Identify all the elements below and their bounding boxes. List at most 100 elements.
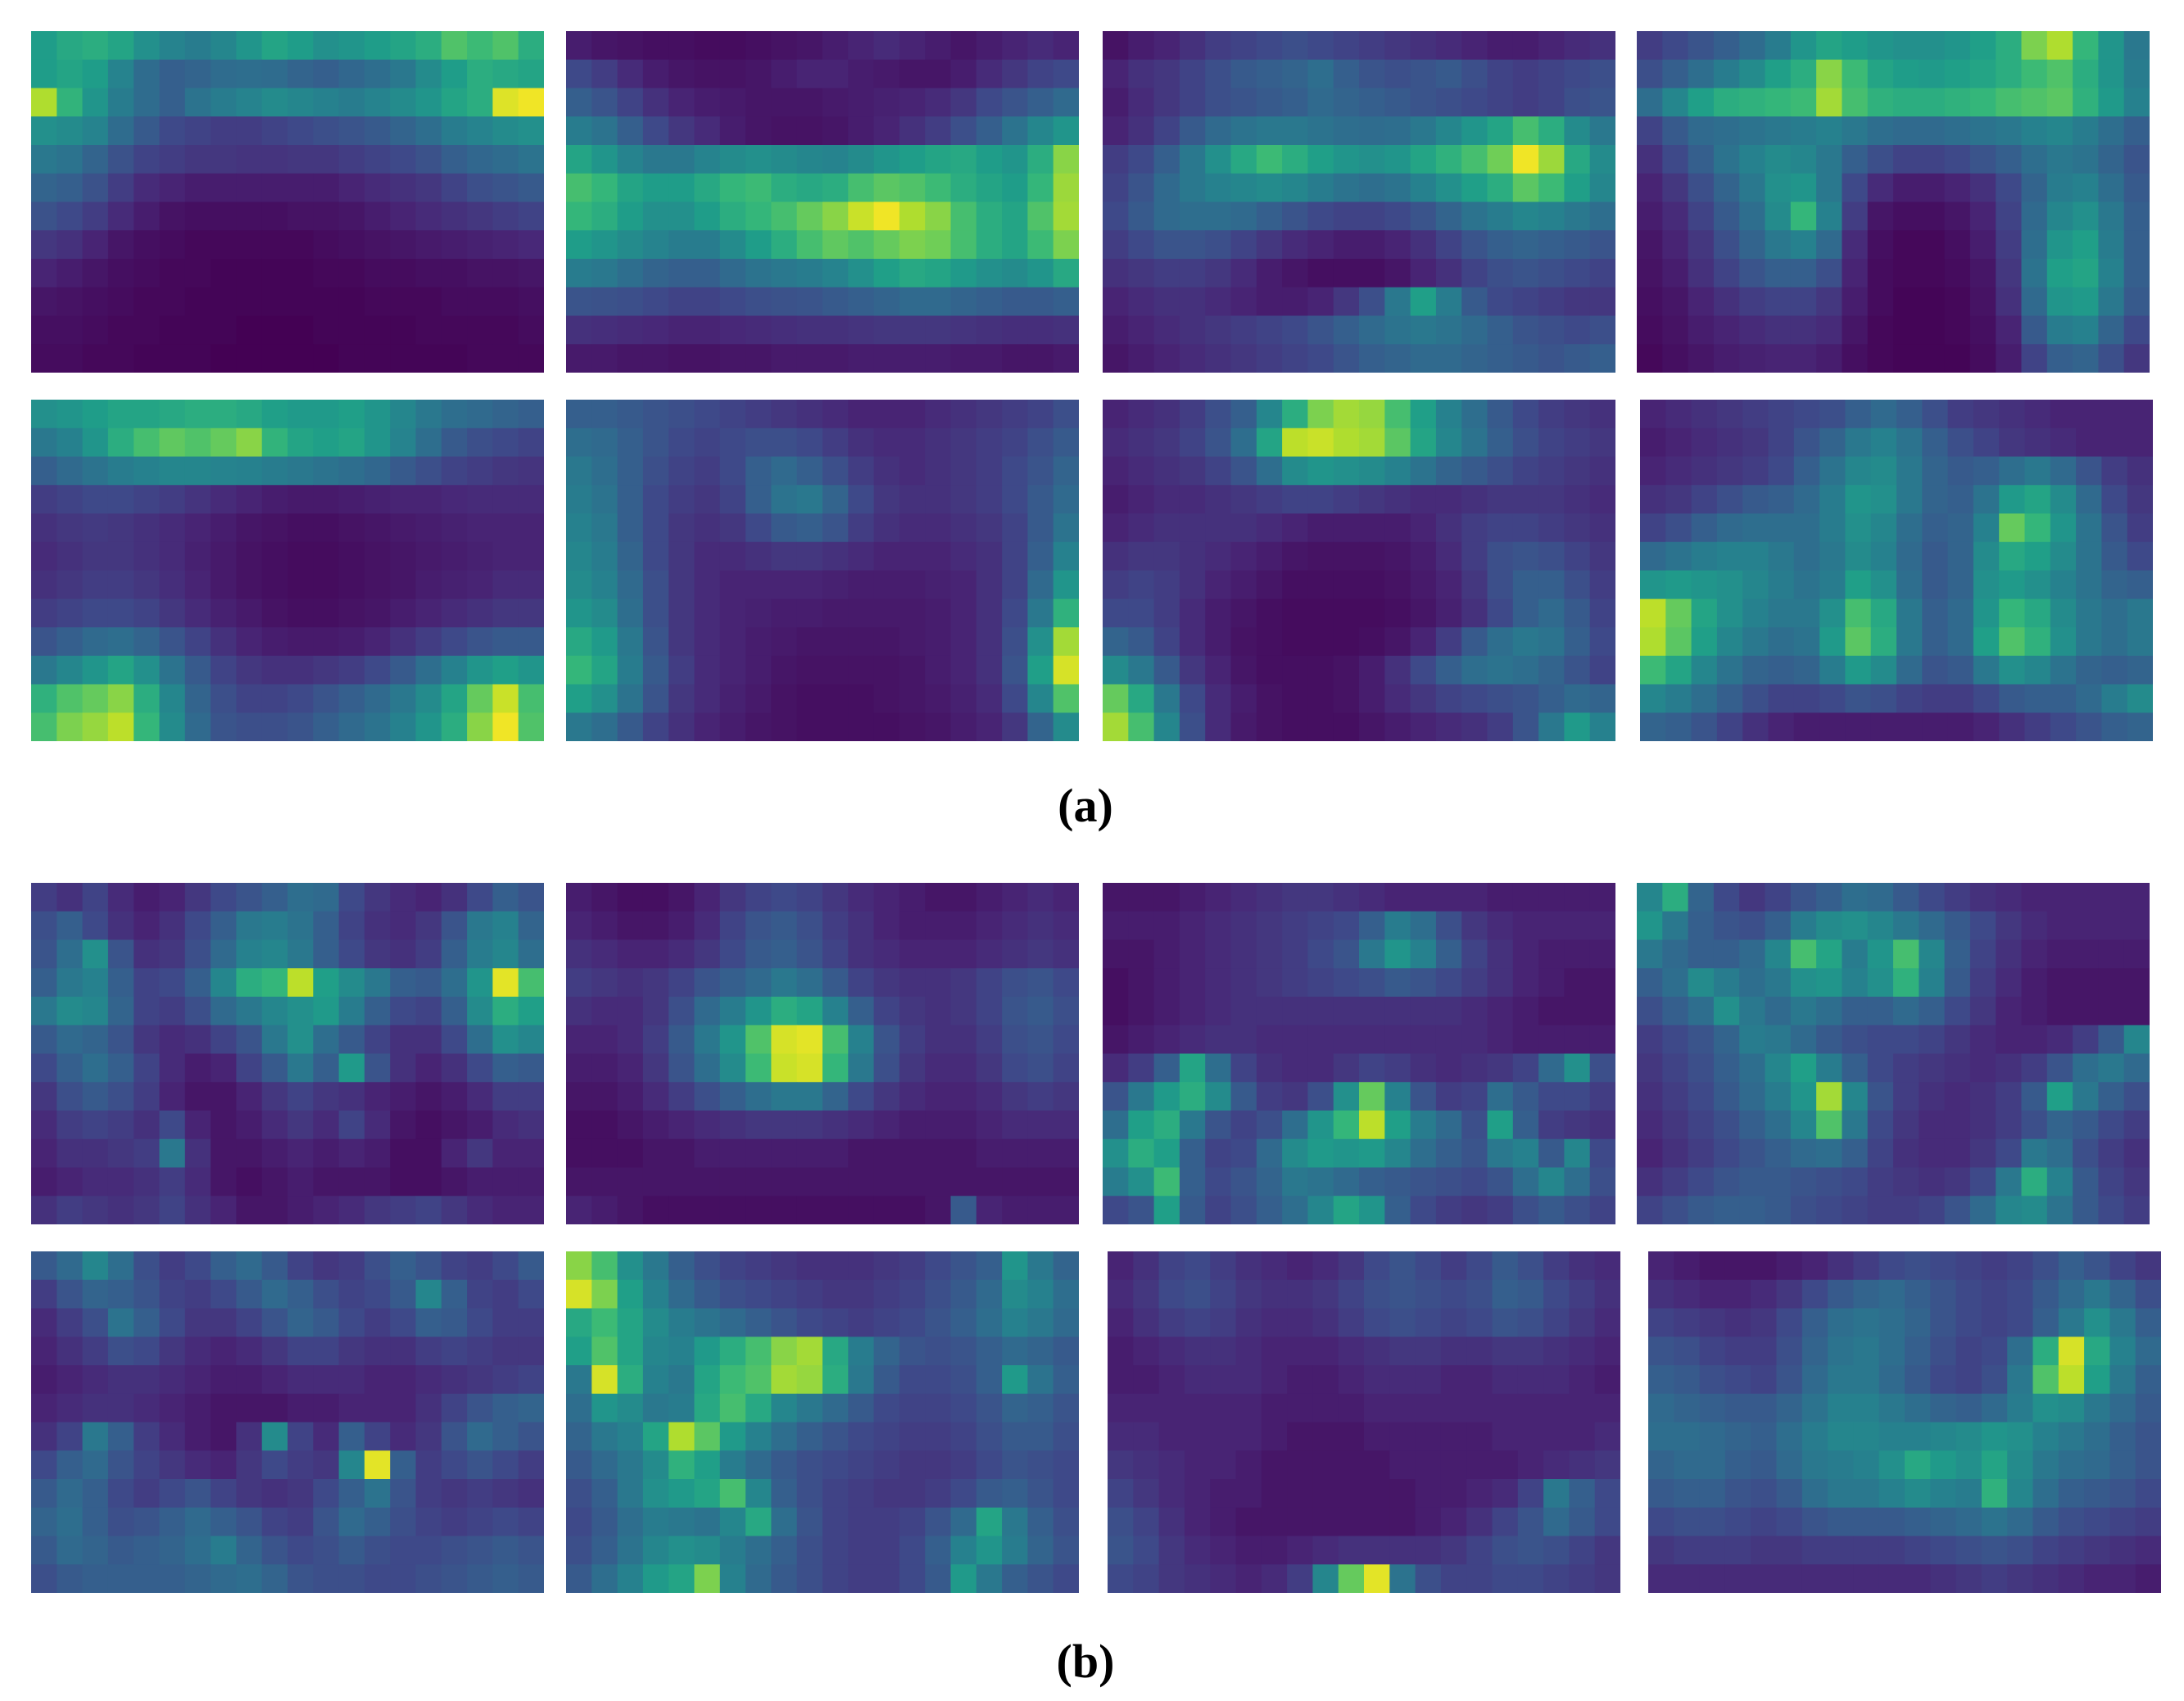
heatmap-cell — [1765, 315, 1792, 345]
heatmap-cell — [1307, 713, 1334, 741]
heatmap-cell — [415, 1111, 442, 1140]
heatmap-cell — [441, 400, 468, 429]
heatmap-cell — [1640, 513, 1666, 543]
heatmap-cell — [1487, 31, 1514, 61]
heatmap-cell — [288, 627, 314, 657]
heatmap-cell — [1538, 315, 1565, 345]
heatmap-cell — [1691, 570, 1718, 599]
heatmap-cell — [2024, 684, 2051, 713]
heatmap-cell — [1955, 1251, 1982, 1281]
heatmap-cell — [566, 485, 592, 514]
heatmap-cell — [1282, 599, 1308, 628]
heatmap-cell — [1637, 1196, 1663, 1224]
heatmap-cell — [236, 1393, 263, 1423]
heatmap-cell — [31, 116, 57, 146]
heatmap-cell — [1893, 883, 1919, 912]
heatmap-cell — [441, 456, 468, 486]
heatmap-cell — [899, 1564, 926, 1593]
heatmap-cell — [1256, 287, 1283, 317]
heatmap-cell — [1359, 315, 1385, 345]
heatmap-cell — [1751, 1308, 1778, 1337]
heatmap-cell — [1492, 1479, 1519, 1509]
heatmap-cell — [261, 883, 288, 912]
heatmap-cell — [211, 655, 237, 685]
heatmap-cell — [1333, 1138, 1360, 1169]
heatmap-cell — [1955, 1308, 1982, 1337]
heatmap-cell — [1589, 911, 1615, 941]
heatmap-cell — [518, 485, 544, 514]
heatmap-cell — [1543, 1308, 1570, 1337]
heatmap-cell — [1955, 1393, 1982, 1423]
heatmap-cell — [1870, 513, 1897, 543]
heatmap-cell — [1461, 259, 1488, 288]
heatmap-cell — [899, 1365, 926, 1395]
heatmap-cell — [2024, 599, 2051, 628]
heatmap-cell — [848, 713, 875, 741]
heatmap-cell — [1133, 1564, 1160, 1593]
heatmap-cell — [441, 88, 468, 117]
heatmap-cell — [338, 997, 365, 1026]
heatmap-cell — [1461, 59, 1488, 89]
heatmap-cell — [1564, 513, 1591, 543]
heatmap-cell — [2127, 428, 2153, 458]
heatmap-cell — [415, 201, 442, 231]
heatmap-cell — [1944, 59, 1971, 89]
heatmap-cell — [415, 400, 442, 429]
heatmap-cell — [771, 59, 798, 89]
heatmap-cell — [1816, 1111, 1842, 1140]
heatmap-cell — [1739, 911, 1766, 941]
heatmap-cell — [390, 428, 417, 458]
heatmap-cell — [31, 684, 57, 713]
heatmap-cell — [925, 997, 952, 1026]
heatmap-cell — [1819, 713, 1846, 741]
heatmap-cell — [415, 1025, 442, 1055]
heatmap-cell — [668, 1082, 696, 1111]
heatmap-cell — [415, 968, 442, 998]
heatmap-cell — [82, 513, 109, 543]
heatmap-cell — [1282, 116, 1308, 146]
heatmap-cell — [873, 485, 900, 514]
heatmap-cell — [745, 997, 772, 1026]
heatmap-cell — [1842, 116, 1869, 146]
heatmap-cell — [1999, 513, 2026, 543]
heatmap-cell — [1944, 259, 1971, 288]
heatmap-cell — [668, 997, 696, 1026]
heatmap-cell — [1969, 1053, 1996, 1083]
heatmap-cell — [1153, 116, 1180, 146]
heatmap-cell — [2046, 88, 2073, 117]
heatmap-cell — [1364, 1393, 1390, 1423]
heatmap-cell — [899, 713, 926, 741]
heatmap-cell — [745, 116, 772, 146]
heatmap-cell — [950, 456, 977, 486]
heatmap-cell — [1487, 599, 1514, 628]
heatmap-cell — [1440, 1536, 1467, 1565]
heatmap-cell — [338, 1479, 365, 1509]
heatmap-cell — [159, 456, 186, 486]
heatmap-cell — [848, 1450, 875, 1480]
heatmap-cell — [899, 1337, 926, 1366]
heatmap-cell — [1184, 1479, 1211, 1509]
heatmap-cell — [1893, 59, 1919, 89]
heatmap-cell — [1053, 1365, 1079, 1395]
heatmap-cell — [1999, 684, 2026, 713]
heatmap-cell — [1333, 1082, 1360, 1111]
heatmap-cell — [1893, 997, 1919, 1026]
heatmap-cell — [134, 1393, 161, 1423]
heatmap-cell — [1765, 173, 1792, 203]
heatmap-cell — [1870, 570, 1897, 599]
heatmap-cell — [415, 485, 442, 514]
heatmap-cell — [1713, 968, 1740, 998]
heatmap-cell — [1205, 1167, 1232, 1197]
heatmap-cell — [694, 1393, 721, 1423]
heatmap-cell — [1665, 655, 1692, 685]
heatmap-cell — [211, 31, 237, 61]
heatmap-cell — [1517, 1308, 1544, 1337]
heatmap-cell — [771, 31, 798, 61]
heatmap-cell — [719, 59, 746, 89]
heatmap-cell — [31, 1536, 57, 1565]
heatmap-cell — [492, 599, 519, 628]
heatmap-cell — [467, 1082, 493, 1111]
heatmap-cell — [1662, 344, 1689, 373]
heatmap-cell — [1002, 1365, 1028, 1395]
heatmap-cell — [57, 1479, 84, 1509]
